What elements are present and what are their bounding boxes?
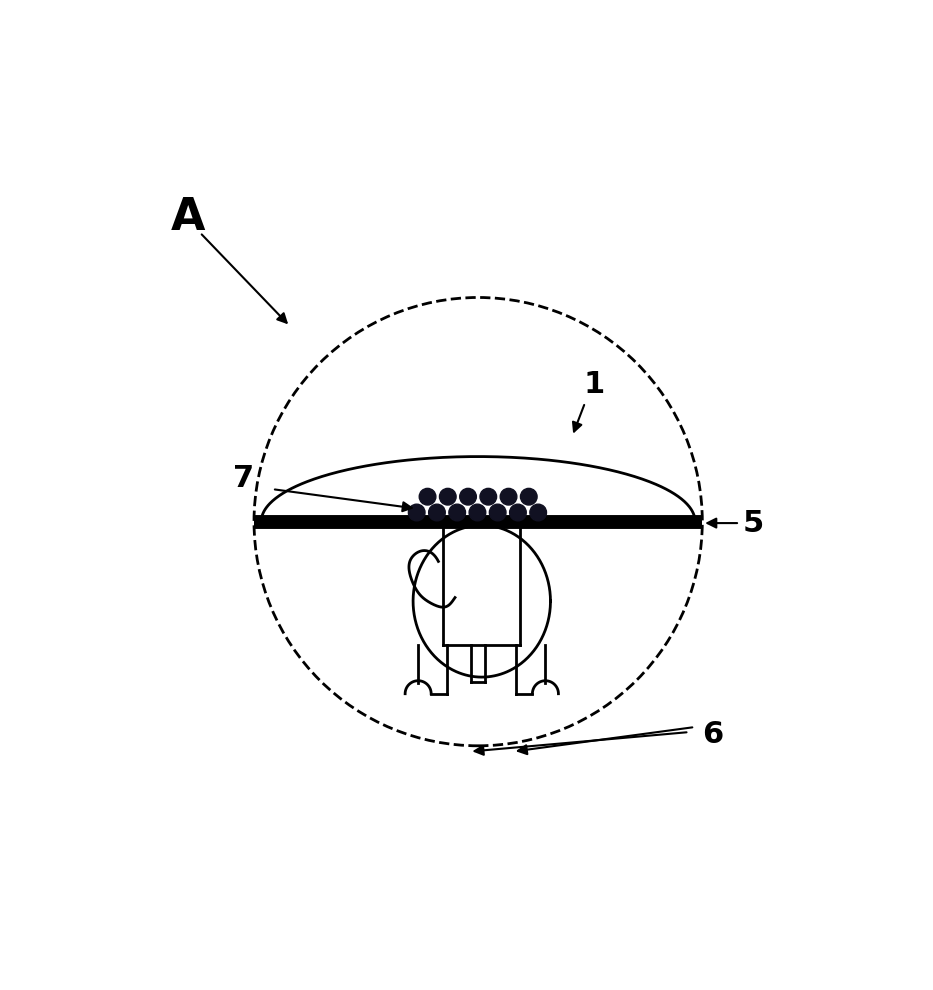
Text: 1: 1	[583, 369, 605, 399]
Text: 6: 6	[703, 721, 724, 749]
Circle shape	[428, 504, 445, 521]
Circle shape	[530, 504, 547, 521]
Circle shape	[500, 488, 517, 505]
Text: A: A	[171, 196, 205, 240]
Circle shape	[480, 488, 496, 505]
Circle shape	[449, 504, 466, 521]
Text: 5: 5	[743, 509, 763, 538]
Circle shape	[509, 504, 526, 521]
Circle shape	[419, 488, 436, 505]
Circle shape	[490, 504, 506, 521]
Circle shape	[409, 504, 425, 521]
Text: 7: 7	[232, 463, 254, 493]
Circle shape	[439, 488, 456, 505]
Circle shape	[521, 488, 537, 505]
Circle shape	[469, 504, 486, 521]
Circle shape	[460, 488, 477, 505]
